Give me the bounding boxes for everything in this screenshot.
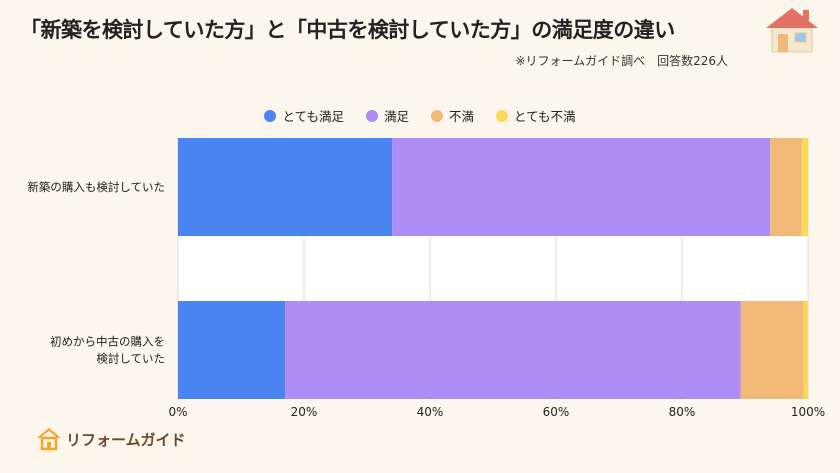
bar-segment-dissatisfied — [740, 301, 804, 399]
logo-text: リフォームガイド — [66, 430, 186, 449]
x-tick-label: 20% — [291, 405, 318, 419]
bar-segment-satisfied — [285, 301, 741, 399]
legend-item-very-satisfied: とても満足 — [264, 106, 344, 125]
legend-item-dissatisfied: 不満 — [431, 106, 474, 125]
category-label: 検討していた — [96, 352, 165, 366]
legend-label-dissatisfied: 不満 — [449, 109, 475, 124]
logo-house-icon — [37, 428, 61, 451]
legend-item-satisfied: 満足 — [365, 106, 409, 125]
bar-segment-dissatisfied — [770, 138, 802, 236]
bar-segment-very-dissatisfied — [801, 138, 808, 236]
x-tick-label: 60% — [543, 405, 570, 419]
x-tick-label: 100% — [791, 405, 825, 419]
legend-swatch-dissatisfied — [431, 109, 443, 122]
bar-segment-very-satisfied — [178, 301, 286, 399]
x-tick-label: 0% — [168, 405, 187, 419]
source-note: ※リフォームガイド調べ 回答数226人 — [515, 54, 728, 68]
logo: リフォームガイド — [36, 427, 186, 451]
legend-label-very-satisfied: とても満足 — [282, 109, 344, 124]
house-icon — [766, 8, 818, 53]
legend-swatch-satisfied — [365, 109, 378, 122]
legend-label-very-dissatisfied: とても不満 — [514, 109, 576, 124]
legend-item-very-dissatisfied: とても不満 — [496, 106, 576, 125]
chart-legend: とても満足 満足 不満 とても不満 — [0, 106, 840, 125]
x-tick-label: 40% — [417, 405, 444, 419]
x-tick-label: 80% — [669, 405, 696, 419]
legend-swatch-very-dissatisfied — [496, 109, 509, 122]
bar-segment-satisfied — [392, 138, 771, 236]
bar-segment-very-dissatisfied — [803, 301, 808, 399]
legend-swatch-very-satisfied — [264, 109, 277, 122]
chart-title: 「新築を検討していた方」と「中古を検討していた方」の満足度の違い — [20, 18, 675, 42]
bar-segment-very-satisfied — [178, 138, 393, 236]
category-label: 初めから中古の購入を — [50, 335, 165, 349]
legend-label-satisfied: 満足 — [383, 109, 409, 124]
category-label: 新築の購入も検討していた — [27, 180, 165, 194]
